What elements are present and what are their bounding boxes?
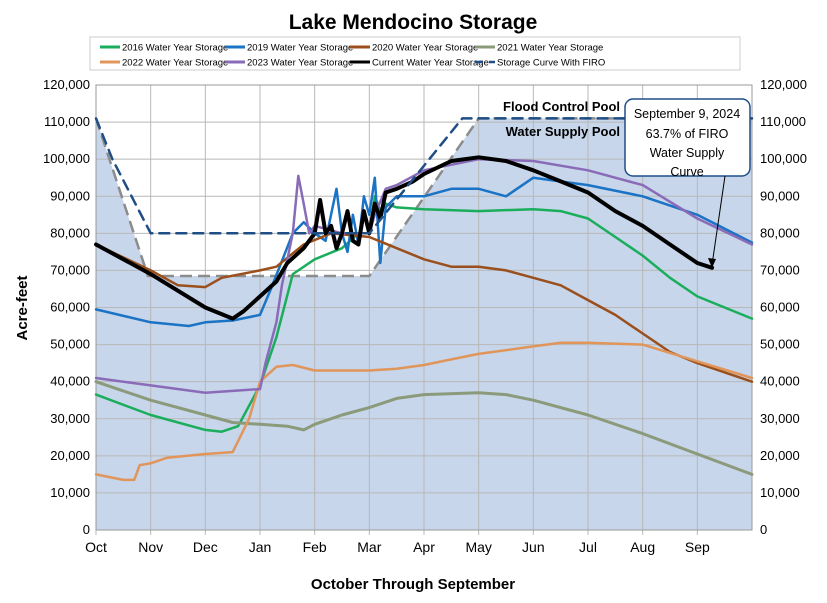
legend-entry: 2020 Water Year Storage (372, 43, 478, 54)
y-tick-label-right: 60,000 (760, 300, 800, 315)
series-2021-water-year-storage (94, 380, 754, 476)
series-2020-water-year-storage (94, 232, 754, 383)
x-tick-label: Aug (630, 539, 655, 555)
chart-title: Lake Mendocino Storage (289, 11, 538, 34)
y-tick-label-right: 80,000 (760, 225, 800, 240)
legend-entry: 2019 Water Year Storage (247, 43, 353, 54)
x-tick-label: Oct (85, 539, 107, 555)
y-tick-label-left: 20,000 (50, 448, 90, 463)
y-axis-label: Acre-feet (14, 275, 31, 340)
x-tick-label: Sep (685, 539, 710, 555)
legend-entry: Current Water Year Storage (372, 58, 489, 69)
y-tick-label-left: 40,000 (50, 374, 90, 389)
x-tick-label: Jun (522, 539, 545, 555)
y-tick-label-left: 90,000 (50, 188, 90, 203)
x-tick-label: Jan (249, 539, 272, 555)
x-tick-label: Jul (579, 539, 597, 555)
y-tick-label-right: 30,000 (760, 411, 800, 426)
legend-entry: 2022 Water Year Storage (122, 58, 228, 69)
x-tick-label: May (465, 539, 491, 555)
callout: September 9, 2024 63.7% of FIRO Water Su… (624, 98, 751, 268)
y-tick-label-right: 10,000 (760, 485, 800, 500)
series-current-water-year-storage (94, 155, 715, 321)
legend-entry: Storage Curve With FIRO (497, 58, 605, 69)
water-supply-pool-label: Water Supply Pool (506, 124, 620, 139)
y-tick-label-left: 100,000 (43, 151, 90, 166)
x-tick-label: Feb (303, 539, 327, 555)
x-axis-label: October Through September (311, 576, 515, 593)
y-tick-label-left: 0 (83, 522, 90, 537)
x-tick-label: Apr (413, 539, 435, 555)
callout-line-4: Curve (670, 165, 703, 179)
y-tick-label-left: 60,000 (50, 300, 90, 315)
y-tick-label-right: 100,000 (760, 151, 807, 166)
y-tick-label-right: 70,000 (760, 262, 800, 277)
y-tick-label-right: 0 (760, 522, 767, 537)
y-tick-label-left: 80,000 (50, 225, 90, 240)
y-tick-label-left: 50,000 (50, 337, 90, 352)
x-tick-label: Dec (193, 539, 218, 555)
legend: 2016 Water Year Storage 2019 Water Year S… (89, 36, 741, 71)
callout-line-1: September 9, 2024 (634, 107, 740, 121)
legend-box (89, 36, 741, 71)
y-tick-label-right: 90,000 (760, 188, 800, 203)
legend-entry: 2021 Water Year Storage (497, 43, 603, 54)
series-storage-curve-with-firo (94, 117, 754, 235)
y-tick-label-left: 30,000 (50, 411, 90, 426)
y-tick-label-left: 10,000 (50, 485, 90, 500)
x-tick-label: Nov (138, 539, 163, 555)
y-tick-label-right: 50,000 (760, 337, 800, 352)
legend-entry: 2016 Water Year Storage (122, 43, 228, 54)
series-2022-water-year-storage (94, 341, 754, 482)
callout-line-2: 63.7% of FIRO (646, 127, 729, 141)
y-tick-label-right: 110,000 (760, 114, 806, 129)
y-tick-label-left: 120,000 (43, 77, 90, 92)
y-tick-label-right: 20,000 (760, 448, 800, 463)
y-tick-label-right: 120,000 (760, 77, 807, 92)
legend-entry: 2023 Water Year Storage (247, 58, 353, 69)
callout-line-3: Water Supply (650, 146, 725, 160)
y-tick-label-left: 110,000 (44, 114, 90, 129)
plot-border (95, 84, 753, 531)
x-tick-label: Mar (357, 539, 381, 555)
y-tick-label-right: 40,000 (760, 374, 800, 389)
y-tick-label-left: 70,000 (50, 262, 90, 277)
flood-control-pool-label: Flood Control Pool (503, 99, 620, 114)
